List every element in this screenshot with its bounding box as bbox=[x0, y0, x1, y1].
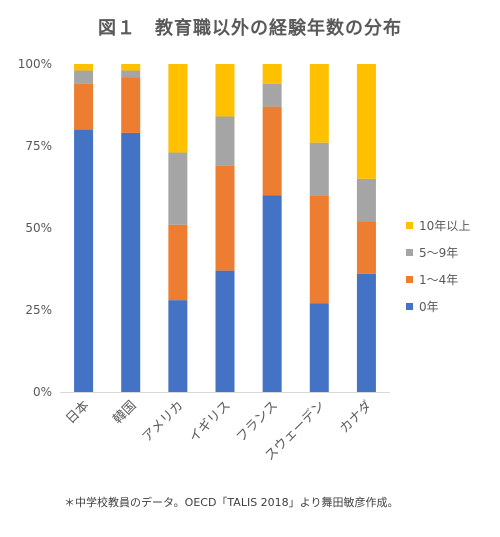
legend-label: 10年以上 bbox=[419, 219, 470, 233]
y-tick-label: 75% bbox=[25, 139, 52, 153]
y-tick-label: 25% bbox=[25, 303, 52, 317]
bar-segment bbox=[121, 132, 141, 392]
bar-segment bbox=[74, 64, 94, 71]
y-tick-label: 0% bbox=[33, 385, 52, 399]
bar-segment bbox=[309, 64, 329, 143]
category-label: 日本 bbox=[63, 398, 92, 427]
legend-swatch bbox=[406, 222, 413, 229]
bar-segment bbox=[356, 221, 376, 274]
bar-segment bbox=[121, 64, 141, 71]
bar-segment bbox=[74, 70, 94, 84]
category-label: カナダ bbox=[337, 398, 375, 436]
legend-label: 5～9年 bbox=[419, 246, 458, 260]
bar-segment bbox=[215, 270, 235, 392]
bar-segment bbox=[168, 300, 188, 392]
bar-segment bbox=[262, 195, 282, 392]
legend-label: 0年 bbox=[419, 300, 439, 314]
chart-title: 図１ 教育職以外の経験年数の分布 bbox=[98, 18, 402, 39]
bar-segment bbox=[262, 83, 282, 107]
legend-label: 1～4年 bbox=[419, 273, 458, 287]
bar-segment bbox=[356, 64, 376, 179]
bar-segment bbox=[168, 152, 188, 225]
bar-segment bbox=[356, 273, 376, 392]
legend-swatch bbox=[406, 276, 413, 283]
y-tick-label: 100% bbox=[18, 57, 52, 71]
bar-segment bbox=[215, 165, 235, 271]
bar-segment bbox=[215, 116, 235, 166]
bar-segment bbox=[74, 83, 94, 130]
bar-segment bbox=[356, 178, 376, 222]
legend-swatch bbox=[406, 249, 413, 256]
bar-segment bbox=[168, 224, 188, 301]
category-label: イギリス bbox=[186, 398, 233, 445]
footnote: ＊中学校教員のデータ。OECD「TALIS 2018」より舞田敏彦作成。 bbox=[64, 496, 399, 509]
bar-segment bbox=[121, 70, 141, 78]
bar-segment bbox=[309, 142, 329, 196]
bar-segment bbox=[74, 129, 94, 392]
bar-segment bbox=[309, 195, 329, 304]
legend-swatch bbox=[406, 303, 413, 310]
category-label: 韓国 bbox=[111, 398, 140, 427]
bar-segment bbox=[309, 303, 329, 392]
bar-segment bbox=[121, 77, 141, 133]
bar-segment bbox=[262, 106, 282, 196]
bar-segment bbox=[168, 64, 188, 153]
bar-segment bbox=[262, 64, 282, 84]
category-label: アメリカ bbox=[140, 398, 187, 445]
y-tick-label: 50% bbox=[25, 221, 52, 235]
bar-segment bbox=[215, 64, 235, 117]
category-label: フランス bbox=[234, 398, 281, 445]
